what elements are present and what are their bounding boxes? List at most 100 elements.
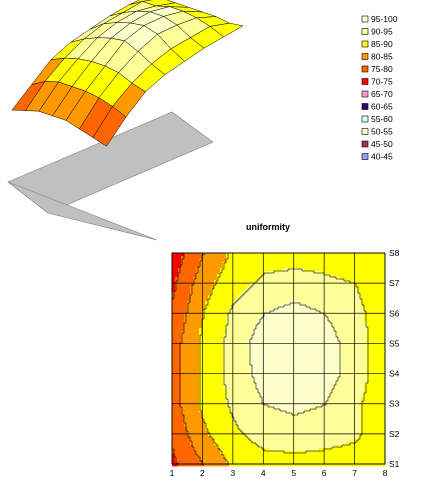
- contour-cell: [343, 280, 347, 284]
- contour-cell: [370, 367, 374, 371]
- contour-cell: [238, 403, 242, 407]
- contour-cell: [352, 370, 356, 374]
- contour-cell: [268, 253, 272, 257]
- contour-cell: [262, 451, 266, 455]
- contour-cell: [358, 319, 362, 323]
- contour-cell: [205, 328, 209, 332]
- contour-cell: [349, 280, 353, 284]
- contour-cell: [316, 268, 320, 272]
- contour-cell: [373, 418, 377, 422]
- contour-cell: [235, 271, 239, 275]
- contour-cell: [298, 418, 302, 422]
- contour-cell: [277, 304, 281, 308]
- contour-cell: [364, 424, 368, 428]
- contour-cell: [307, 364, 311, 368]
- contour-cell: [358, 427, 362, 431]
- contour-cell: [301, 349, 305, 353]
- contour-cell: [307, 328, 311, 332]
- contour-cell: [310, 313, 314, 317]
- contour-cell: [205, 349, 209, 353]
- contour-cell: [340, 379, 344, 383]
- contour-cell: [268, 373, 272, 377]
- contour-cell: [325, 295, 329, 299]
- contour-cell: [190, 454, 194, 458]
- contour-cell: [253, 388, 257, 392]
- contour-cell: [286, 427, 290, 431]
- contour-cell: [220, 442, 224, 446]
- contour-cell: [328, 403, 332, 407]
- contour-cell: [214, 304, 218, 308]
- contour-cell: [274, 310, 278, 314]
- contour-cell: [199, 349, 203, 353]
- contour-cell: [184, 352, 188, 356]
- contour-cell: [328, 283, 332, 287]
- contour-cell: [349, 433, 353, 437]
- contour-cell: [205, 430, 209, 434]
- contour-cell: [310, 382, 314, 386]
- contour-cell: [355, 454, 359, 458]
- contour-cell: [199, 319, 203, 323]
- contour-cell: [376, 451, 380, 455]
- contour-cell: [283, 313, 287, 317]
- contour-cell: [268, 388, 272, 392]
- contour-cell: [190, 421, 194, 425]
- contour-cell: [259, 418, 263, 422]
- contour-cell: [334, 430, 338, 434]
- contour-cell: [271, 385, 275, 389]
- contour-cell: [340, 403, 344, 407]
- contour-cell: [199, 256, 203, 260]
- contour-cell: [238, 283, 242, 287]
- contour-cell: [340, 421, 344, 425]
- contour-cell: [271, 391, 275, 395]
- contour-cell: [343, 406, 347, 410]
- contour-cell: [307, 439, 311, 443]
- contour-cell: [349, 343, 353, 347]
- contour-cell: [232, 400, 236, 404]
- contour-cell: [181, 415, 185, 419]
- contour-cell: [214, 412, 218, 416]
- contour-cell: [307, 403, 311, 407]
- contour-cell: [316, 412, 320, 416]
- contour-cell: [265, 415, 269, 419]
- contour-cell: [349, 358, 353, 362]
- contour-cell: [262, 340, 266, 344]
- contour-cell: [379, 271, 383, 275]
- contour-cell: [361, 331, 365, 335]
- contour-cell: [220, 370, 224, 374]
- contour-cell: [367, 451, 371, 455]
- contour-cell: [370, 370, 374, 374]
- contour-cell: [244, 292, 248, 296]
- contour-cell: [295, 379, 299, 383]
- contour-cell: [208, 358, 212, 362]
- contour-cell: [361, 352, 365, 356]
- contour-cell: [241, 367, 245, 371]
- contour-cell: [382, 316, 386, 320]
- contour-cell: [382, 277, 386, 281]
- contour-cell: [208, 277, 212, 281]
- contour-cell: [247, 409, 251, 413]
- contour-cell: [361, 283, 365, 287]
- contour-cell: [334, 427, 338, 431]
- contour-cell: [274, 388, 278, 392]
- contour-cell: [172, 358, 176, 362]
- contour-cell: [277, 448, 281, 452]
- contour-cell: [379, 397, 383, 401]
- contour-cell: [205, 304, 209, 308]
- contour-cell: [325, 340, 329, 344]
- contour-cell: [295, 259, 299, 263]
- contour-cell: [232, 364, 236, 368]
- contour-cell: [193, 283, 197, 287]
- contour-cell: [274, 415, 278, 419]
- contour-cell: [298, 262, 302, 266]
- contour-cell: [265, 454, 269, 458]
- contour-cell: [370, 457, 374, 461]
- contour-cell: [220, 367, 224, 371]
- contour-cell: [205, 367, 209, 371]
- contour-cell: [262, 385, 266, 389]
- contour-cell: [280, 391, 284, 395]
- contour-cell: [235, 436, 239, 440]
- contour-cell: [244, 277, 248, 281]
- contour-cell: [301, 355, 305, 359]
- contour-cell: [238, 451, 242, 455]
- contour-cell: [208, 397, 212, 401]
